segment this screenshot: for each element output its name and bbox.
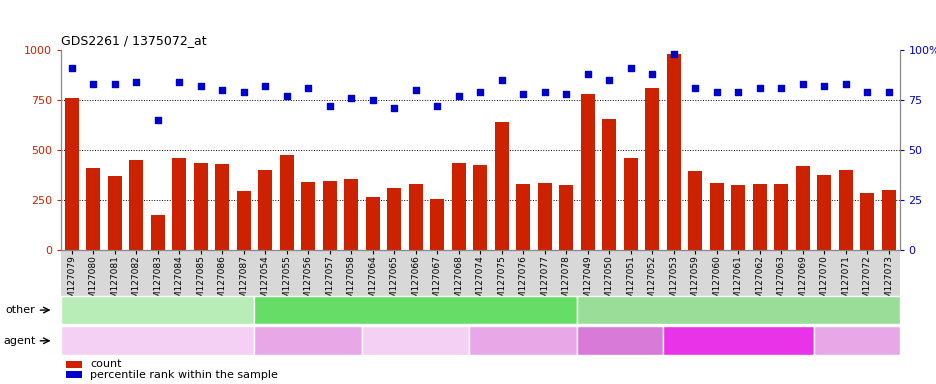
Point xyxy=(601,77,616,83)
Point xyxy=(344,95,358,101)
Bar xyxy=(108,176,122,250)
Bar xyxy=(709,183,723,250)
Text: alpha-naphthylisothiocyan
ate: alpha-naphthylisothiocyan ate xyxy=(559,331,680,351)
Bar xyxy=(172,158,186,250)
Bar xyxy=(816,175,830,250)
Bar xyxy=(344,179,358,250)
Point xyxy=(85,81,100,87)
Point xyxy=(558,91,573,97)
Bar xyxy=(151,215,165,250)
Point xyxy=(214,87,229,93)
Text: n-methylformamide: n-methylformamide xyxy=(811,336,900,345)
Point xyxy=(838,81,853,87)
Point xyxy=(773,85,788,91)
Bar xyxy=(215,164,229,250)
Bar xyxy=(623,158,637,250)
Bar xyxy=(752,184,766,250)
Bar xyxy=(537,183,551,250)
Point xyxy=(752,85,767,91)
Bar xyxy=(322,181,336,250)
Text: agent: agent xyxy=(3,336,36,346)
Bar xyxy=(408,184,422,250)
Point xyxy=(150,117,165,123)
Point xyxy=(107,81,122,87)
Bar xyxy=(473,165,487,250)
Text: rosiglitazone: rosiglitazone xyxy=(493,336,551,345)
Bar xyxy=(580,94,594,250)
Bar xyxy=(237,191,251,250)
Text: dimethylnitrosamine: dimethylnitrosamine xyxy=(691,336,784,345)
Point xyxy=(622,65,637,71)
Point xyxy=(128,79,143,85)
Text: GDS2261 / 1375072_at: GDS2261 / 1375072_at xyxy=(61,34,206,47)
Text: count: count xyxy=(90,359,122,369)
Point xyxy=(171,79,186,85)
Text: other: other xyxy=(6,305,36,315)
Bar xyxy=(730,185,744,250)
Point xyxy=(730,89,745,95)
Point xyxy=(193,83,208,89)
Bar xyxy=(387,188,401,250)
Bar xyxy=(516,184,530,250)
Point xyxy=(236,89,251,95)
Bar xyxy=(666,54,680,250)
Bar xyxy=(300,182,314,250)
Text: control: control xyxy=(139,305,177,315)
Bar xyxy=(365,197,379,250)
Bar xyxy=(65,98,79,250)
Point xyxy=(451,93,466,99)
Bar xyxy=(859,193,873,250)
Text: toxic: toxic xyxy=(724,305,751,315)
Point xyxy=(472,89,487,95)
Bar xyxy=(86,168,100,250)
Text: non-toxic: non-toxic xyxy=(389,305,441,315)
Point xyxy=(365,97,380,103)
Point xyxy=(64,65,79,71)
Bar xyxy=(494,122,508,250)
Point xyxy=(665,51,680,57)
Bar xyxy=(838,170,852,250)
Point xyxy=(408,87,423,93)
Bar xyxy=(280,155,293,250)
Point xyxy=(257,83,272,89)
Bar xyxy=(602,119,616,250)
Point xyxy=(687,85,702,91)
Point xyxy=(795,81,810,87)
Point xyxy=(279,93,294,99)
Text: percentile rank within the sample: percentile rank within the sample xyxy=(90,370,278,380)
Point xyxy=(881,89,896,95)
Bar xyxy=(881,190,895,250)
Point xyxy=(515,91,530,97)
Bar xyxy=(688,171,701,250)
Bar xyxy=(129,160,143,250)
Bar xyxy=(795,166,809,250)
Text: caerulein: caerulein xyxy=(286,336,329,345)
Point xyxy=(709,89,724,95)
Text: untreated: untreated xyxy=(135,336,180,345)
Bar xyxy=(194,163,208,250)
Bar xyxy=(773,184,787,250)
Point xyxy=(387,105,402,111)
Point xyxy=(859,89,874,95)
Point xyxy=(579,71,594,77)
Bar xyxy=(258,170,271,250)
Point xyxy=(430,103,445,109)
Point xyxy=(644,71,659,77)
Text: dinitrophenol: dinitrophenol xyxy=(385,336,446,345)
Bar xyxy=(559,185,573,250)
Point xyxy=(536,89,551,95)
Point xyxy=(300,85,315,91)
Bar xyxy=(645,88,659,250)
Bar xyxy=(430,199,444,250)
Bar xyxy=(451,163,465,250)
Point xyxy=(493,77,508,83)
Point xyxy=(816,83,831,89)
Point xyxy=(322,103,337,109)
